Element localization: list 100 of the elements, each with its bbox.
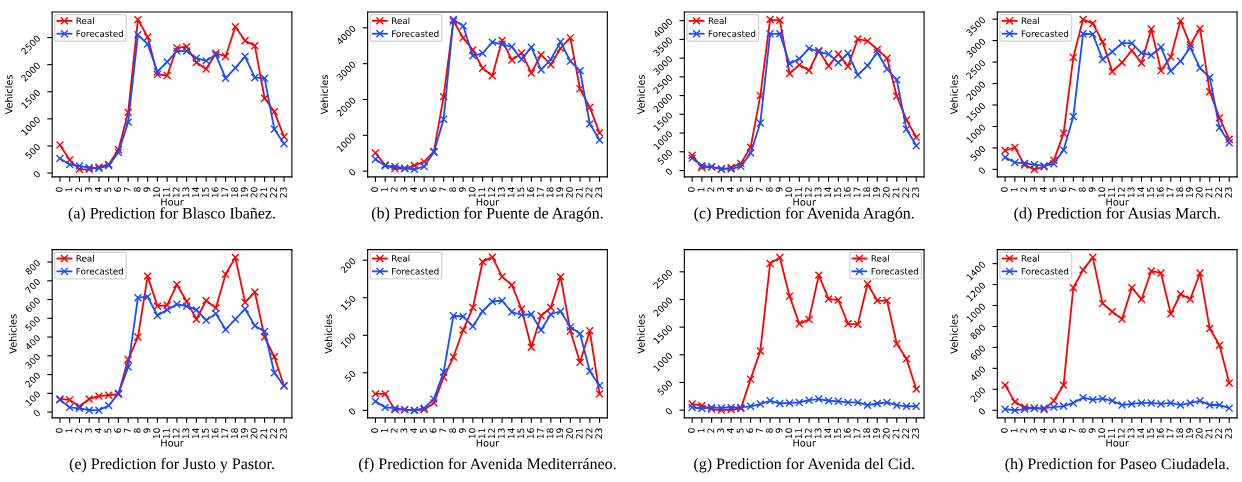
legend-label: Forecasted	[1021, 30, 1069, 37]
x-tick-label: 17	[221, 428, 229, 439]
x-tick-label: 8	[1078, 187, 1086, 192]
x-tick-label: 6	[429, 428, 437, 433]
x-tick-label: 2	[390, 428, 398, 433]
x-tick-label: 2	[75, 428, 82, 433]
x-tick-label: 4	[94, 187, 102, 192]
x-tick-label: 18	[231, 187, 238, 198]
x-tick-label: 20	[882, 428, 890, 439]
x-tick-label: 14	[507, 428, 515, 439]
legend-label: Real	[76, 17, 94, 25]
x-tick-label: 8	[1078, 428, 1086, 433]
x-tick-label: 17	[536, 187, 544, 198]
x-tick-label: 2	[75, 187, 82, 192]
x-tick-label: 3	[1030, 428, 1037, 433]
x-tick-label: 1	[381, 187, 388, 192]
y-tick-label: 50	[344, 369, 357, 382]
x-tick-label: 1	[65, 187, 73, 192]
x-tick-label: 7	[439, 428, 447, 433]
x-tick-label: 6	[114, 187, 122, 192]
x-tick-label: 4	[94, 428, 102, 433]
x-tick-label: 16	[211, 187, 219, 198]
x-tick-label: 12	[488, 187, 495, 198]
legend-label: Forecasted	[76, 267, 123, 275]
y-tick-label: 150	[340, 294, 357, 311]
x-tick-label: 15	[834, 187, 841, 198]
x-tick-label: 23	[595, 428, 603, 439]
x-tick-label: 9	[143, 428, 151, 433]
x-tick-label: 22	[585, 187, 593, 198]
x-tick-label: 1	[697, 428, 705, 433]
x-tick-label: 13	[182, 428, 190, 439]
x-tick-label: 5	[736, 187, 744, 192]
x-tick-label: 5	[420, 187, 427, 192]
x-tick-label: 1	[381, 428, 388, 433]
x-tick-label: 20	[250, 187, 258, 198]
x-tick-label: 11	[795, 187, 802, 198]
x-tick-label: 11	[163, 187, 170, 198]
x-tick-label: 18	[1176, 187, 1184, 198]
y-axis-title: Vehicles	[950, 314, 958, 354]
legend-label: Forecasted	[708, 30, 756, 37]
y-tick-label: 300	[24, 352, 41, 370]
x-tick-label: 12	[172, 428, 180, 439]
y-tick-label: 0	[32, 170, 41, 179]
y-tick-label: 100	[24, 390, 41, 407]
x-tick-label: 0	[687, 187, 695, 192]
y-tick-label: 400	[969, 365, 986, 382]
y-tick-label: 0	[32, 409, 41, 418]
legend-label: Forecasted	[1021, 267, 1069, 275]
x-tick-label: 2	[1020, 187, 1028, 192]
x-tick-label: 19	[240, 187, 248, 198]
x-tick-label: 1	[1010, 187, 1018, 192]
x-tick-label: 16	[1156, 187, 1164, 198]
x-tick-label: 12	[804, 428, 812, 439]
x-tick-label: 4	[727, 187, 734, 192]
x-tick-label: 0	[55, 187, 63, 192]
y-tick-label: 0	[664, 407, 673, 416]
x-tick-label: 15	[1147, 428, 1154, 439]
x-tick-label: 6	[1059, 187, 1067, 192]
y-tick-label: 0	[977, 166, 986, 175]
x-tick-label: 4	[1040, 428, 1047, 433]
x-tick-label: 7	[1069, 187, 1076, 192]
x-tick-label: 10	[785, 428, 793, 439]
legend-label: Real	[1021, 254, 1039, 262]
x-tick-label: 20	[566, 187, 573, 198]
x-tick-label: 19	[556, 187, 564, 198]
legend-label: Forecasted	[392, 267, 439, 275]
x-tick-label: 21	[260, 428, 268, 439]
x-tick-label: 15	[834, 428, 841, 439]
x-tick-label: 22	[1215, 428, 1222, 439]
x-tick-label: 0	[55, 428, 63, 433]
x-tick-label: 8	[765, 187, 773, 192]
y-tick-label: 600	[24, 296, 41, 313]
x-axis-title: Hour	[476, 198, 500, 206]
x-tick-label: 5	[736, 428, 744, 433]
text: (c) Prediction for Avenida Aragón.	[694, 207, 914, 222]
x-tick-label: 7	[439, 187, 447, 192]
x-tick-label: 6	[429, 187, 437, 192]
x-tick-label: 14	[192, 187, 199, 198]
x-tick-label: 13	[814, 187, 822, 198]
x-tick-label: 12	[172, 187, 180, 198]
x-tick-label: 14	[1137, 428, 1145, 439]
x-tick-label: 2	[707, 187, 715, 192]
x-axis-title: Hour	[161, 198, 184, 206]
y-tick-label: 0	[348, 407, 357, 416]
x-tick-label: 14	[824, 428, 832, 439]
x-tick-label: 0	[1000, 428, 1008, 433]
text: (d) Prediction for Ausias March.	[1014, 207, 1220, 222]
x-tick-label: 16	[211, 428, 219, 439]
x-tick-label: 7	[124, 428, 131, 433]
x-tick-label: 12	[1117, 187, 1125, 198]
x-tick-label: 8	[133, 428, 141, 433]
y-axis-title: Vehicles	[324, 314, 333, 354]
x-tick-label: 21	[1205, 428, 1213, 439]
y-tick-label: 100	[340, 332, 357, 349]
x-tick-label: 2	[390, 187, 398, 192]
x-tick-label: 11	[478, 428, 486, 439]
x-tick-label: 16	[843, 428, 851, 439]
x-tick-label: 23	[912, 187, 919, 198]
x-tick-label: 17	[853, 428, 861, 439]
x-tick-label: 21	[575, 187, 583, 198]
